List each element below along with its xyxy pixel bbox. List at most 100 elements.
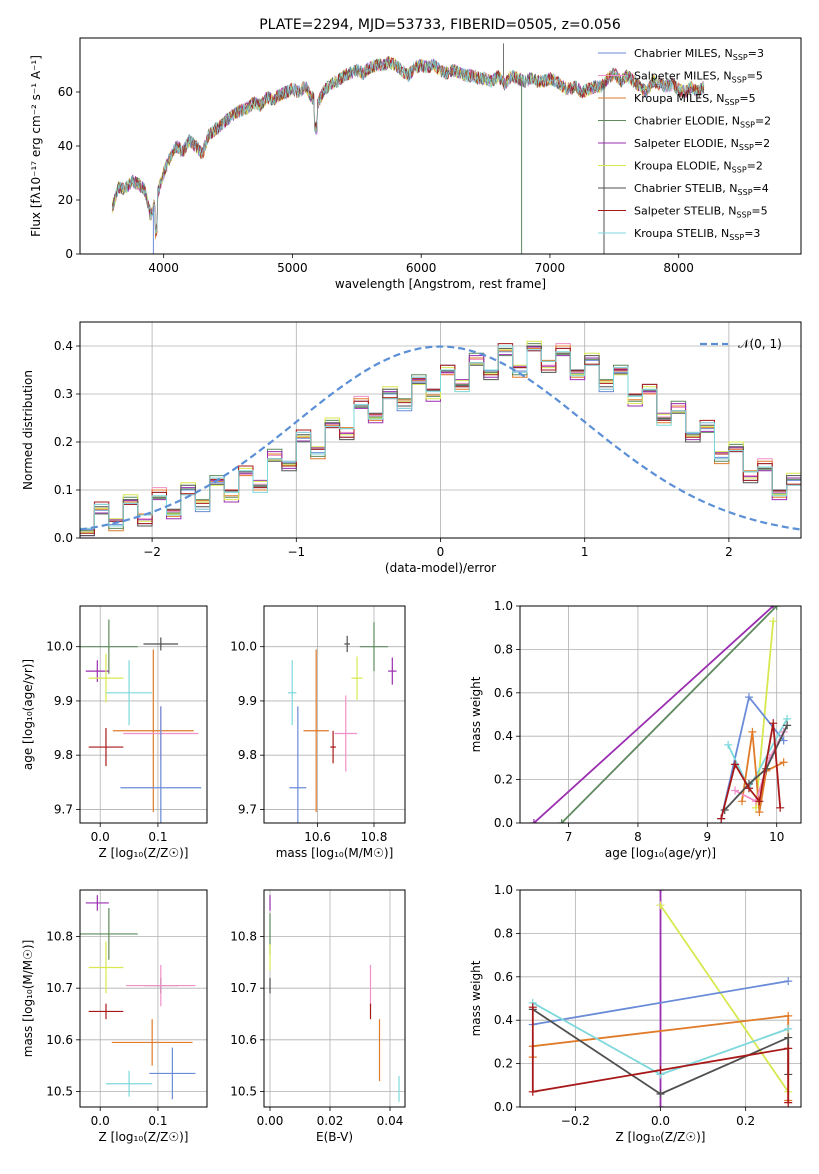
weight-marker [656,1089,665,1098]
y-tick-label: 9.9 [54,694,73,708]
legend-label-suffix: =2 [754,137,770,150]
errorbar-point [80,619,138,674]
weight-marker [748,727,757,736]
weight-marker [528,1087,537,1096]
x-tick-label: 0 [437,545,445,559]
legend-label-main: Salpeter MILES, N [634,70,732,83]
chart-z-age: 0.0 0.1 9.7 9.8 9.9 10.0 Z [log₁₀(Z/Z☉)] age [l… [21,605,208,860]
errorbar-point [289,706,307,823]
weight-marker [755,808,764,817]
chart-age-weight: 7 8 9 10 0.0 0.2 0.4 0.6 0.8 1.0 age [log₁₀(age/yr… [469,599,802,860]
y-tick-label: 10.6 [230,1033,257,1047]
y-tick-label: 10.8 [46,930,73,944]
y-tick-label: 10.5 [230,1085,257,1099]
weight-marker [656,1103,665,1107]
weight-line [533,606,774,823]
errorbar-point [149,1047,196,1100]
y-tick-label: 40 [58,139,73,153]
errorbar-point [88,1003,124,1020]
legend-label-sub: SSP [736,211,751,220]
legend-label-sub: SSP [729,233,744,242]
plot-area [80,895,196,1100]
weight-marker [755,797,764,806]
plot-area [80,340,801,537]
errorbar-point [351,656,363,700]
y-tick-label: 0.8 [494,926,513,940]
x-axis-label: E(B-V) [316,1130,353,1144]
errorbar-point [344,635,351,653]
weight-marker [784,1011,793,1020]
errorbar-point [80,908,138,960]
y-tick-label: 1.0 [494,883,513,897]
legend-label-sub: SSP [739,143,754,152]
weight-marker [731,760,740,769]
weight-marker [656,890,665,894]
x-tick-label: 1 [581,545,589,559]
legend-label-main: Salpeter STELIB, N [634,205,736,218]
y-tick-label: 10.5 [46,1085,73,1099]
legend-entry: Chabrier STELIB, NSSP=4 [598,182,769,197]
x-tick-label: 2 [725,545,733,559]
legend-entry: Chabrier ELODIE, NSSP=2 [598,115,771,130]
legend-label: Chabrier ELODIE, NSSP=2 [634,115,771,130]
weight-marker [769,617,778,626]
x-tick-label: 7000 [535,261,566,275]
gaussian-curve [80,345,801,531]
weight-line [532,980,789,1026]
legend-label: Salpeter ELODIE, NSSP=2 [634,137,770,152]
spectrum-line [111,56,705,229]
y-tick-label: 0.6 [494,686,513,700]
legend: 𝒩(0, 1) [700,337,782,351]
y-tick-label: 0.0 [54,531,73,545]
errorbar-point [85,895,109,911]
x-axis-label: wavelength [Angstrom, rest frame] [335,277,546,291]
y-axis-label: mass [log₁₀(M/M☉)] [21,940,35,1058]
legend-label-sub: SSP [732,76,747,85]
x-tick-label: 8000 [663,261,694,275]
legend-label-suffix: =4 [753,182,769,195]
y-tick-label: 0.0 [494,1100,513,1114]
x-axis-label: Z [log₁₀(Z/Z☉)] [99,1130,189,1144]
legend-label-suffix: =3 [748,47,764,60]
y-tick-label: 0.2 [54,435,73,449]
y-tick-label: 20 [58,193,73,207]
errorbar-point [330,730,336,764]
weight-marker [717,814,726,823]
weight-line [659,904,789,1093]
weight-marker [557,819,566,823]
x-tick-label: 0.00 [257,1114,284,1128]
weight-marker [769,719,778,728]
axes-frame [263,605,406,824]
errorbar-point [359,622,389,672]
figure-title: PLATE=2294, MJD=53733, FIBERID=0505, z=0… [259,17,621,33]
y-tick-label: 1.0 [494,599,513,613]
y-tick-label: 10.0 [230,640,257,654]
x-axis-label: age [log₁₀(age/yr)] [605,846,716,860]
x-tick-label: 8 [634,830,642,844]
x-tick-label: 5000 [277,261,308,275]
histogram-step [80,345,801,529]
y-tick-label: 0.0 [494,816,513,830]
chart-mass-age: 10.6 10.8 9.7 9.8 9.9 10.0 mass [log₁₀(M/M☉)] [230,605,406,860]
x-tick-label: 10.8 [361,830,388,844]
weight-marker [731,786,740,795]
weight-marker [656,901,665,910]
spectrum-line [111,56,705,234]
errorbar-point [111,1019,193,1066]
weight-marker [784,977,793,986]
axes-frame [519,605,802,824]
legend-label-main: Chabrier MILES, N [634,47,733,60]
legend-label-sub: SSP [732,166,747,175]
legend-label-main: Chabrier ELODIE, N [634,115,740,128]
weight-marker [779,758,788,767]
x-tick-label: 0.02 [317,1114,344,1128]
x-tick-label: 10 [769,830,784,844]
grid [80,890,207,1107]
legend-label: Kroupa MILES, NSSP=5 [634,92,756,107]
x-axis-label: mass [log₁₀(M/M☉)] [276,846,394,860]
errorbar-point [88,728,124,767]
weight-marker [738,797,747,806]
chart-z-weight: −0.2 0.0 0.2 0.0 0.2 0.4 0.6 0.8 1.0 Z [log₁₀(Z/Z… [469,883,802,1144]
